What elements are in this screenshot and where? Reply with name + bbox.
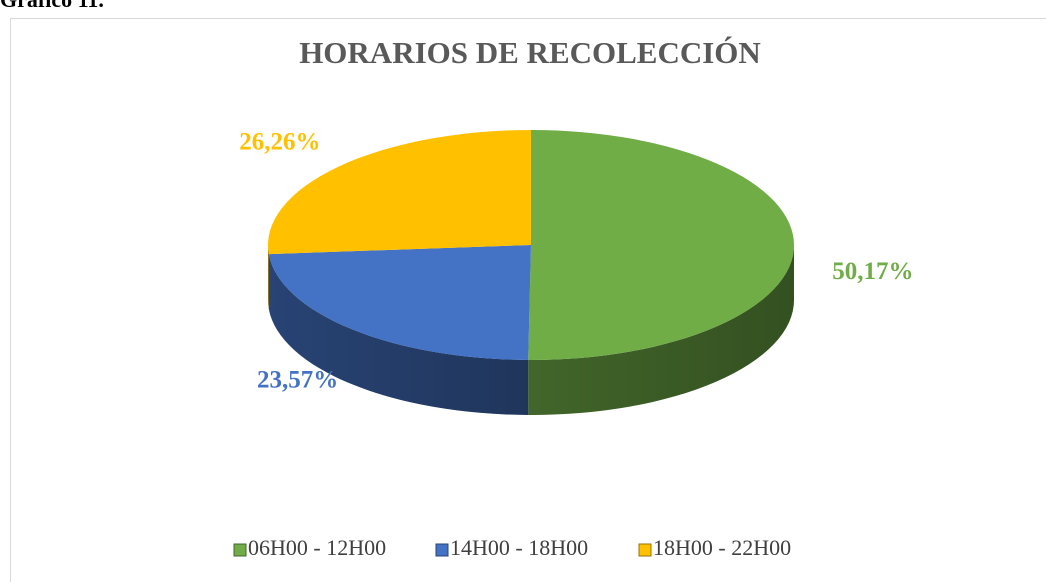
data-label: 23,57% [257, 367, 338, 394]
labels: 50,17% 23,57% 26,26% [239, 128, 913, 393]
legend-label: 06H00 - 12H00 [248, 535, 386, 560]
chart-title: HORARIOS DE RECOLECCIÓN [299, 35, 761, 70]
legend-marker [233, 543, 247, 557]
legend-marker [435, 543, 449, 557]
slice-side-shade [528, 245, 794, 415]
caption: Gráfico 11. [0, 0, 104, 12]
legend-label: 18H00 - 22H00 [653, 535, 791, 560]
legend: 06H00 - 12H00 14H00 - 18H00 18H00 - 22H00 [233, 535, 791, 560]
slice-side-shade [268, 254, 529, 415]
slice [268, 130, 531, 255]
legend-marker [638, 543, 652, 557]
slice [268, 245, 531, 360]
slice [528, 130, 795, 361]
slice-side-shade [268, 245, 269, 310]
pie [268, 130, 795, 415]
data-label: 50,17% [832, 258, 913, 285]
data-label: 26,26% [239, 128, 320, 155]
legend-label: 14H00 - 18H00 [450, 535, 588, 560]
